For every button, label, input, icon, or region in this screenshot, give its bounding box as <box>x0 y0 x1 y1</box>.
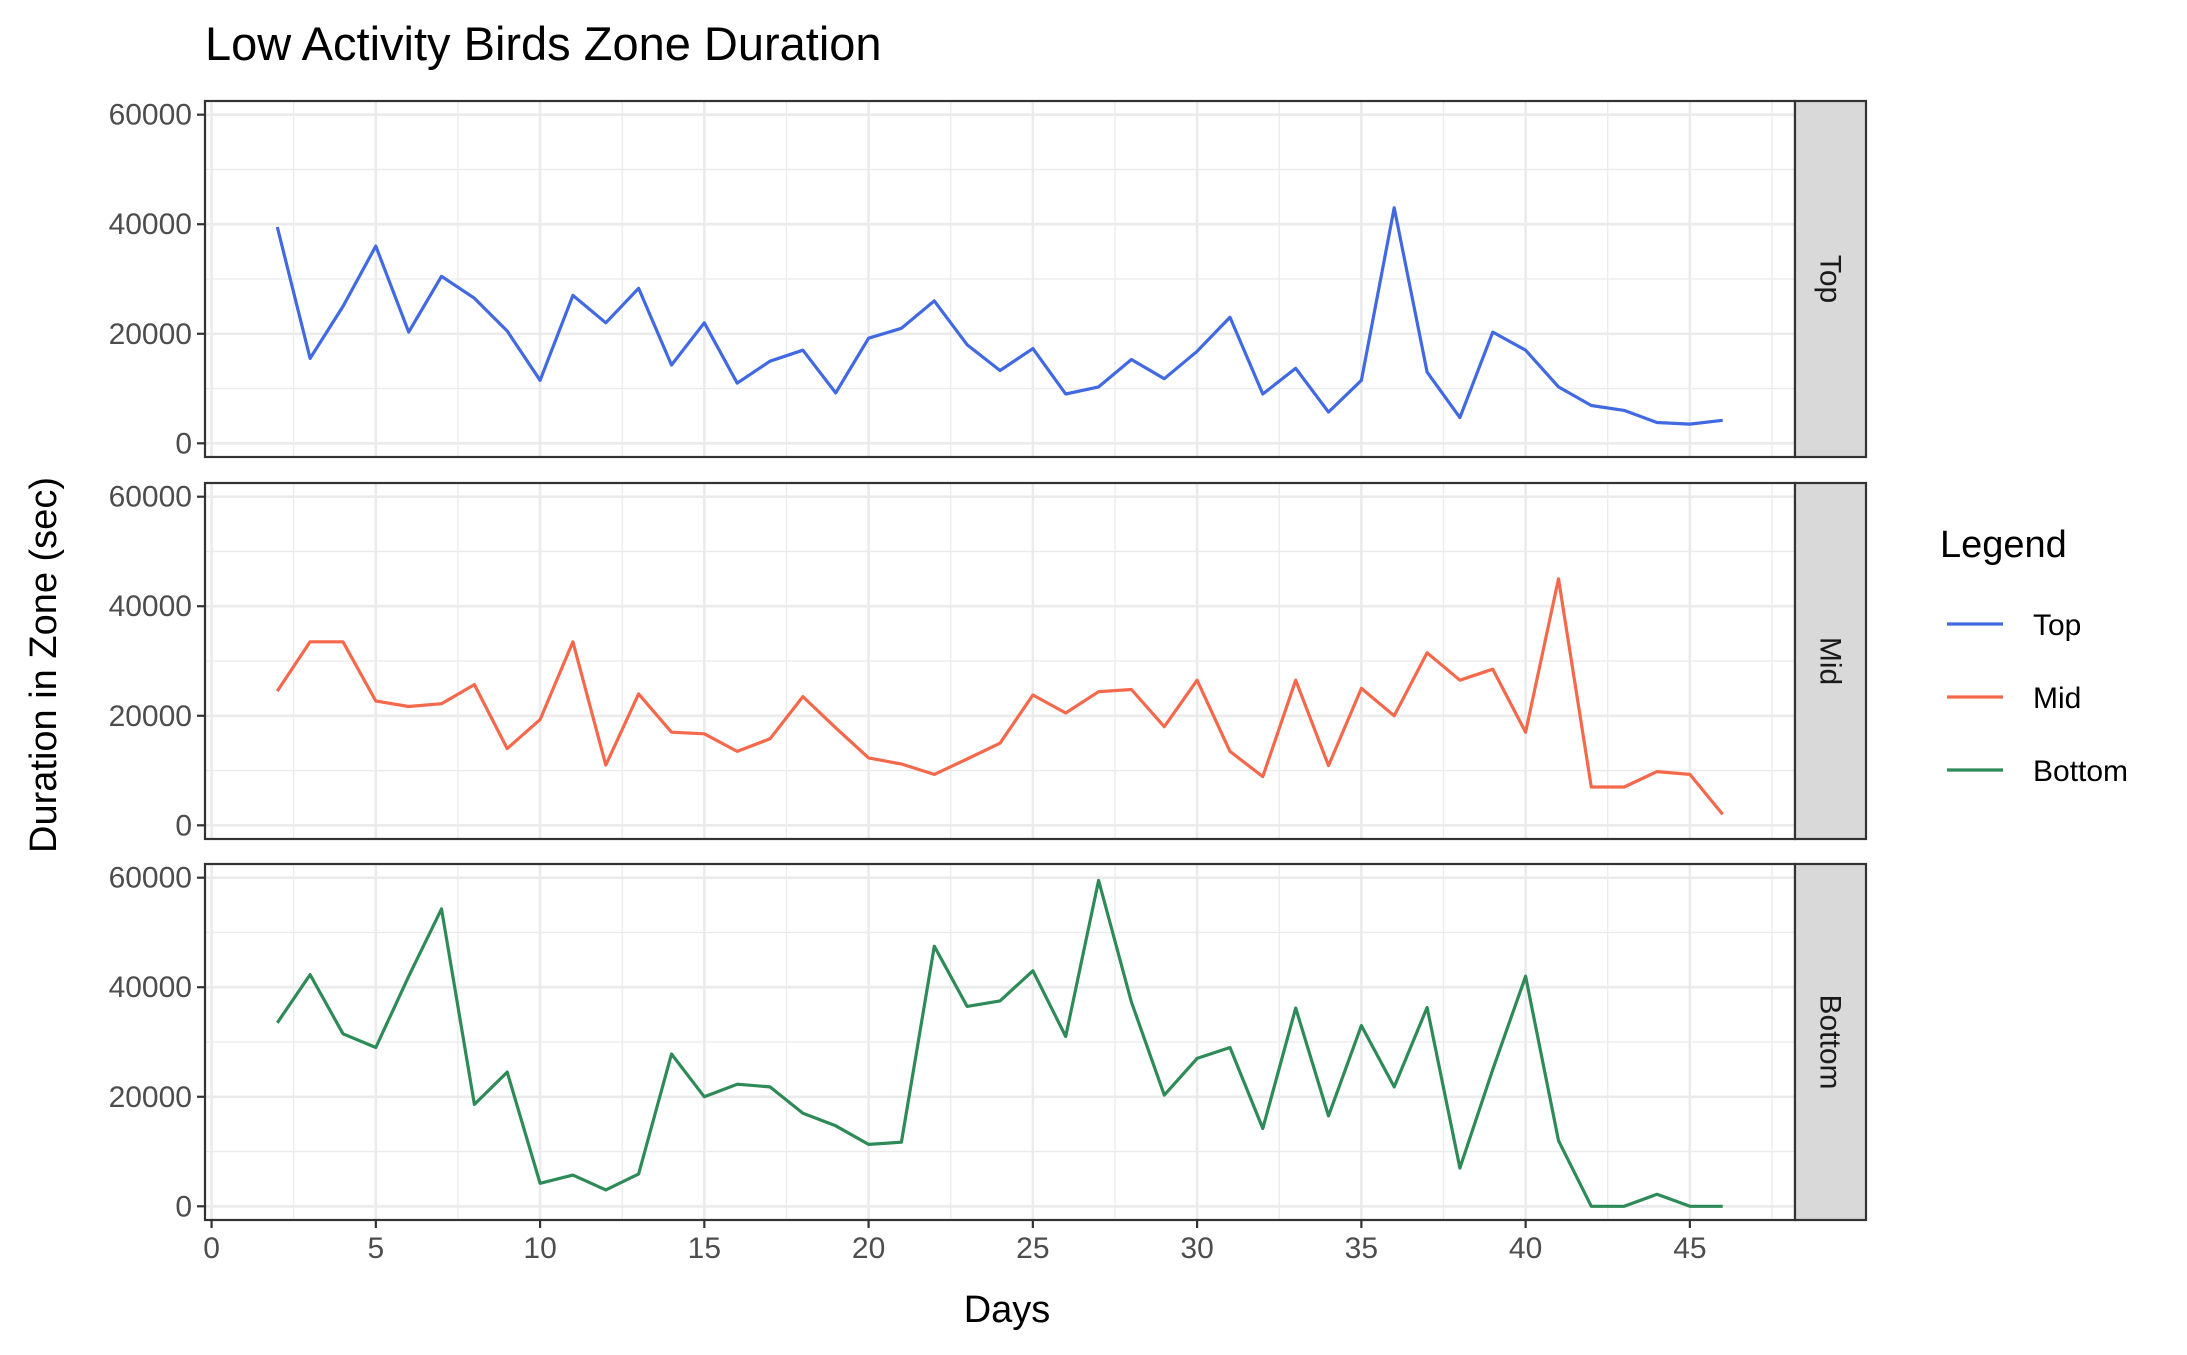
x-tick-label: 45 <box>1673 1232 1706 1265</box>
y-tick-label: 60000 <box>109 481 192 514</box>
legend: Legend Top Mid Bottom <box>1940 524 2128 788</box>
series-line-mid <box>275 577 1724 816</box>
facet-strip-label-top: Top <box>1814 255 1847 303</box>
legend-label-mid: Mid <box>2033 682 2081 715</box>
y-tick-label: 60000 <box>109 862 192 895</box>
facet-panels <box>205 101 1795 1220</box>
legend-label-top: Top <box>2033 609 2081 642</box>
chart-title: Low Activity Birds Zone Duration <box>205 17 882 70</box>
series-line-top <box>275 206 1723 426</box>
y-tick-label: 0 <box>175 809 192 842</box>
x-tick-label: 5 <box>367 1232 384 1265</box>
y-tick-label: 0 <box>175 1190 192 1223</box>
y-tick-label: 0 <box>175 427 192 460</box>
y-tick-label: 40000 <box>109 590 192 623</box>
facet-strip-label-bottom: Bottom <box>1814 994 1847 1089</box>
facet-strip-bottom <box>1793 862 1868 1222</box>
axes: 0 20000 40000 60000 0 20000 40000 60000 0 20000 40… <box>109 99 1797 1265</box>
y-tick-label: 20000 <box>109 700 192 733</box>
y-axis-title: Duration in Zone (sec) <box>23 477 65 853</box>
x-tick-label: 0 <box>203 1232 220 1265</box>
y-tick-label: 40000 <box>109 208 192 241</box>
x-tick-label: 40 <box>1509 1232 1542 1265</box>
legend-label-bottom: Bottom <box>2033 755 2128 788</box>
legend-title: Legend <box>1940 524 2067 566</box>
series-line-bottom <box>275 878 1723 1208</box>
y-tick-label: 60000 <box>109 99 192 132</box>
facet-strip-mid <box>1793 481 1868 841</box>
x-axis-title: Days <box>964 1289 1051 1331</box>
x-tick-label: 10 <box>523 1232 556 1265</box>
facet-strip-top <box>1793 99 1868 459</box>
y-tick-label: 20000 <box>109 1081 192 1114</box>
y-tick-label: 40000 <box>109 971 192 1004</box>
x-tick-label: 15 <box>688 1232 721 1265</box>
facet-strip-label-mid: Mid <box>1814 637 1847 685</box>
x-tick-label: 20 <box>852 1232 885 1265</box>
series-lines <box>275 206 1724 1208</box>
facet-strips: Top Mid Bottom <box>1793 99 1868 1222</box>
y-tick-label: 20000 <box>109 318 192 351</box>
x-tick-label: 25 <box>1016 1232 1049 1265</box>
x-tick-label: 30 <box>1180 1232 1213 1265</box>
x-tick-label: 35 <box>1345 1232 1378 1265</box>
